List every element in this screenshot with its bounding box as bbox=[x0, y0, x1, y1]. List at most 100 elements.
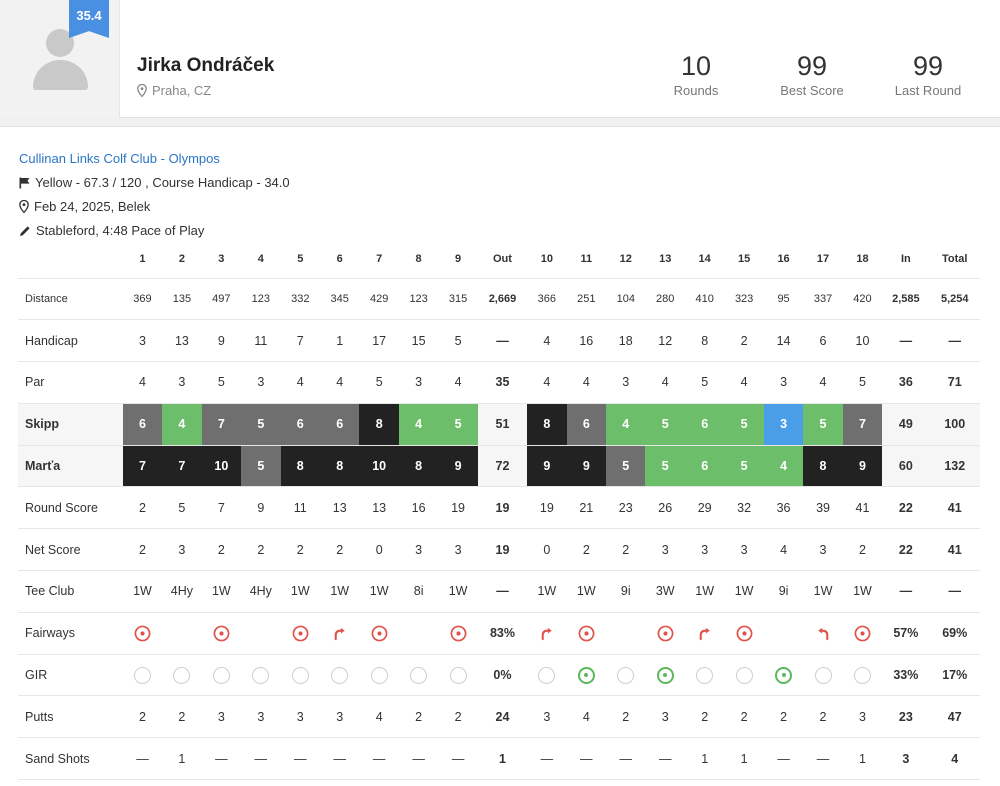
row-label: Marťa bbox=[18, 445, 123, 488]
header-cell: 10 bbox=[527, 241, 567, 279]
fairway-cell bbox=[527, 612, 567, 655]
hole-cell: 4 bbox=[122, 361, 163, 404]
fairway-cell bbox=[803, 612, 843, 655]
hole-cell: 2 bbox=[438, 695, 478, 739]
gir-cell bbox=[122, 654, 163, 697]
hole-cell: 5 bbox=[684, 361, 725, 404]
total-cell: 19 bbox=[477, 528, 528, 572]
row-label: GIR bbox=[18, 654, 123, 697]
hole-score-cell: 6 bbox=[122, 403, 163, 446]
fairway-cell bbox=[398, 612, 439, 655]
hole-cell: 4 bbox=[645, 361, 685, 404]
stat-best-score-value: 99 bbox=[796, 51, 828, 81]
hole-score-cell: 9 bbox=[527, 445, 567, 488]
row-label: Sand Shots bbox=[18, 737, 123, 781]
hole-cell: 12 bbox=[645, 319, 685, 363]
hole-cell: 3 bbox=[241, 695, 281, 739]
hole-score-cell: 6 bbox=[319, 403, 360, 446]
course-link[interactable]: Cullinan Links Colf Club - Olympos bbox=[19, 151, 220, 166]
hole-cell: 39 bbox=[803, 486, 843, 530]
total-cell: 132 bbox=[929, 445, 980, 488]
hole-cell: — bbox=[763, 737, 804, 781]
hole-score-cell: 8 bbox=[280, 445, 320, 488]
fairway-hit-icon bbox=[371, 625, 388, 642]
gir-cell bbox=[280, 654, 320, 697]
avatar: 35.4 bbox=[0, 0, 120, 118]
header-cell: 7 bbox=[359, 241, 399, 279]
hole-score-cell: 7 bbox=[842, 403, 883, 446]
scorecard-row-par: Par 4 3 5 3 4 4 5 3 4 35 4 4 3 4 5 4 3 4 5 36 71 bbox=[18, 361, 980, 404]
hole-cell: — bbox=[280, 737, 320, 781]
total-cell: 69% bbox=[929, 612, 980, 655]
scorecard-header-row: 1 2 3 4 5 6 7 8 9 Out 10 11 12 13 14 15 16 17 18 In Total bbox=[18, 241, 980, 279]
hole-cell: 1W bbox=[527, 570, 567, 613]
row-label: Net Score bbox=[18, 528, 123, 572]
hole-score-cell: 8 bbox=[803, 445, 843, 488]
hole-cell: 4 bbox=[319, 361, 360, 404]
gir-cell bbox=[645, 654, 685, 697]
hole-cell: 19 bbox=[438, 486, 478, 530]
hole-cell: 3 bbox=[398, 361, 439, 404]
gir-cell bbox=[201, 654, 242, 697]
total-cell: 100 bbox=[929, 403, 980, 446]
hole-cell: 23 bbox=[606, 486, 646, 530]
hole-cell: 2 bbox=[122, 695, 163, 739]
total-cell: 41 bbox=[929, 486, 980, 530]
hole-cell: 13 bbox=[162, 319, 202, 363]
hole-cell: 369 bbox=[122, 278, 163, 321]
hole-cell: 3 bbox=[803, 528, 843, 572]
hole-cell: — bbox=[566, 737, 607, 781]
header-cell: 16 bbox=[763, 241, 804, 279]
stat-rounds-value: 10 bbox=[680, 51, 712, 81]
hole-score-cell: 7 bbox=[162, 445, 202, 488]
hole-cell: 2 bbox=[122, 528, 163, 572]
hole-cell: 2 bbox=[803, 695, 843, 739]
header-cell: 1 bbox=[122, 241, 163, 279]
hole-score-cell: 6 bbox=[280, 403, 320, 446]
hole-cell: 3 bbox=[724, 528, 764, 572]
header-cell: 18 bbox=[842, 241, 883, 279]
fairway-cell bbox=[359, 612, 399, 655]
total-cell: 0% bbox=[477, 654, 528, 697]
hole-cell: 1W bbox=[842, 570, 883, 613]
fairway-cell bbox=[241, 612, 281, 655]
total-cell: 57% bbox=[882, 612, 930, 655]
gir-cell bbox=[803, 654, 843, 697]
hole-cell: 26 bbox=[645, 486, 685, 530]
location-pin-icon bbox=[137, 83, 147, 98]
hole-cell: — bbox=[438, 737, 478, 781]
hole-cell: 3 bbox=[122, 319, 163, 363]
header-cell: 8 bbox=[398, 241, 439, 279]
stat-rounds-label: Rounds bbox=[673, 83, 719, 98]
gir-miss-icon bbox=[173, 666, 191, 684]
hole-score-cell: 6 bbox=[684, 445, 725, 488]
header-corner bbox=[18, 241, 123, 279]
gir-cell bbox=[566, 654, 607, 697]
fairway-miss-left-icon bbox=[817, 627, 828, 640]
hole-cell: 19 bbox=[527, 486, 567, 530]
tee-info-text: Yellow - 67.3 / 120 , Course Handicap - … bbox=[35, 175, 290, 190]
total-cell: 49 bbox=[882, 403, 930, 446]
total-cell: 1 bbox=[477, 737, 528, 781]
header-cell: 15 bbox=[724, 241, 764, 279]
player-name: Jirka Ondráček bbox=[137, 55, 275, 76]
hole-cell: 11 bbox=[241, 319, 281, 363]
stat-best-score: 99 Best Score bbox=[757, 50, 867, 98]
hole-cell: 2 bbox=[319, 528, 360, 572]
hole-cell: 2 bbox=[684, 695, 725, 739]
total-cell: 83% bbox=[477, 612, 528, 655]
total-cell: 2,669 bbox=[477, 278, 528, 321]
hole-cell: 1W bbox=[566, 570, 607, 613]
header-cell: 6 bbox=[319, 241, 360, 279]
gir-cell bbox=[842, 654, 883, 697]
hole-cell: 0 bbox=[527, 528, 567, 572]
hole-cell: 4Hy bbox=[241, 570, 281, 613]
total-cell: 3 bbox=[882, 737, 930, 781]
hole-cell: 3 bbox=[241, 361, 281, 404]
total-cell: 41 bbox=[929, 528, 980, 572]
hole-cell: 3 bbox=[162, 528, 202, 572]
fairway-cell bbox=[280, 612, 320, 655]
hole-cell: 123 bbox=[241, 278, 281, 321]
hole-cell: 410 bbox=[684, 278, 725, 321]
player-location: Praha, CZ bbox=[137, 83, 211, 98]
